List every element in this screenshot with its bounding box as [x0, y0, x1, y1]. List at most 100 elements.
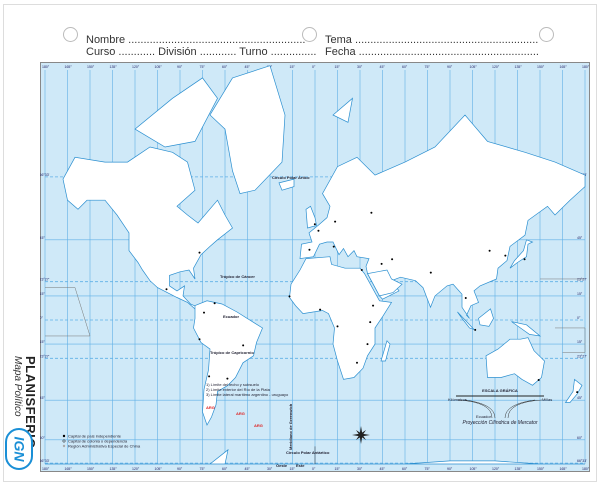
- course-field[interactable]: Curso ............ División ............…: [86, 46, 316, 59]
- lon-label-top: 165°: [560, 65, 568, 69]
- capital-marker: [369, 321, 372, 324]
- new-guinea-landmass: [511, 321, 542, 337]
- north-america-landmass: [62, 146, 233, 310]
- lon-label-bottom: 75°: [425, 467, 431, 471]
- capital-marker: [488, 249, 491, 252]
- lat-label: 23°27': [40, 278, 50, 282]
- europe-asia-landmass: [299, 114, 586, 319]
- lat-label: 60°: [40, 436, 45, 440]
- lon-label-bottom: 15°: [335, 467, 341, 471]
- capital-marker: [464, 297, 467, 300]
- lat-label: 0°: [577, 316, 581, 320]
- lon-label-top: 60°: [402, 65, 408, 69]
- capital-marker: [537, 378, 540, 381]
- projection-label: Proyección Cilíndrica de Mercator: [462, 420, 537, 426]
- tropic-capricorn-label: Trópico de Capricornio: [210, 350, 254, 355]
- lon-label-bottom: 150°: [87, 467, 95, 471]
- capital-marker: [332, 245, 335, 248]
- lat-label: 15°: [577, 292, 583, 296]
- capital-marker: [334, 220, 337, 223]
- capital-marker: [356, 361, 358, 364]
- lon-label-bottom: 165°: [560, 467, 568, 471]
- capital-marker: [198, 338, 201, 341]
- capital-marker: [319, 308, 322, 311]
- lat-label: 66°33': [40, 173, 50, 177]
- lon-label-top: 150°: [537, 65, 545, 69]
- lon-label-bottom: 75°: [200, 467, 206, 471]
- australia-landmass: [485, 337, 545, 386]
- lon-label-top: 135°: [110, 65, 118, 69]
- date-field[interactable]: Fecha ..................................…: [325, 46, 539, 58]
- scale-km: Kilómetros: [448, 397, 467, 402]
- lon-label-top: 150°: [87, 65, 95, 69]
- lon-label-top: 45°: [380, 65, 386, 69]
- legend-item: Capital de país independiente: [68, 434, 122, 439]
- arg-label: ARG: [206, 405, 215, 410]
- lat-label: 45°: [577, 236, 583, 240]
- equator-label: Ecuador: [223, 314, 239, 319]
- capital-marker: [208, 375, 211, 378]
- continents: [45, 65, 586, 465]
- division-field[interactable]: División ............: [158, 46, 237, 58]
- lon-label-bottom: 45°: [245, 467, 251, 471]
- greenwich-label: Meridiano de Greenwich: [288, 403, 293, 450]
- scale-miles: Millas: [542, 397, 552, 402]
- shift-field[interactable]: Turno ...............: [239, 46, 317, 58]
- lon-label-top: 105°: [470, 65, 478, 69]
- iceland-landmass: [278, 178, 295, 191]
- arg-label: ARG: [236, 411, 245, 416]
- name-field[interactable]: Nombre .................................…: [86, 34, 306, 46]
- binder-hole: [539, 27, 554, 42]
- capital-marker: [372, 304, 375, 307]
- west-label: Oeste: [276, 463, 288, 468]
- capital-marker: [504, 254, 507, 257]
- lon-label-bottom: 135°: [515, 467, 523, 471]
- antarctic-circle-label: Círculo Polar Antártico: [286, 450, 330, 455]
- course-label: Curso ............: [86, 46, 156, 58]
- svalbard-landmass: [332, 97, 354, 123]
- lon-label-top: 0°: [312, 65, 316, 69]
- lat-label: 15°: [577, 340, 583, 344]
- note-3: 3) Límite lateral marítimo argentino - u…: [206, 392, 289, 397]
- lon-label-top: 90°: [177, 65, 183, 69]
- madagascar-landmass: [380, 340, 391, 362]
- world-map: 180° 180° 165° 165° 150° 150° 135° 135° 120° 120°…: [40, 62, 590, 472]
- note-2: 2) Límite exterior del Río de la Plata: [206, 387, 271, 392]
- lon-label-top: 30°: [357, 65, 363, 69]
- lon-label-bottom: 135°: [110, 467, 118, 471]
- capital-marker: [360, 269, 363, 272]
- graphic-scale: ESCALA GRÁFICA Kilómetros Millas Ecuador…: [448, 388, 552, 426]
- lon-label-bottom: 180°: [42, 467, 50, 471]
- east-label: Este: [296, 463, 305, 468]
- topic-field[interactable]: Tema ...................................…: [325, 34, 539, 46]
- lon-label-top: 105°: [155, 65, 163, 69]
- lon-label-bottom: 150°: [537, 467, 545, 471]
- arabia-landmass: [366, 269, 403, 297]
- lat-label: 15°: [40, 292, 45, 296]
- lon-label-bottom: 0°: [312, 467, 316, 471]
- lon-label-bottom: 30°: [357, 467, 363, 471]
- greenland-landmass: [209, 65, 286, 195]
- lon-label-top: 120°: [492, 65, 500, 69]
- lon-label-bottom: 105°: [155, 467, 163, 471]
- sumatra-landmass: [457, 311, 475, 330]
- lon-label-bottom: 15°: [290, 467, 296, 471]
- lat-label: 15°: [40, 340, 45, 344]
- legend: Capital de país independiente Capital de…: [62, 434, 141, 449]
- pacific-boundary: [45, 287, 91, 337]
- lat-label: 45°: [40, 396, 45, 400]
- lat-label: 66°33': [40, 459, 50, 463]
- capital-marker: [317, 229, 320, 232]
- lat-label: 23°27': [577, 278, 587, 282]
- capital-marker: [226, 377, 229, 380]
- lat-label: 0°: [40, 316, 43, 320]
- map-labels: Círculo Polar Ártico Trópico de Cáncer E…: [62, 175, 552, 468]
- capital-marker: [370, 211, 373, 214]
- capital-marker: [336, 325, 339, 328]
- lat-label: 45°: [577, 396, 583, 400]
- capital-marker: [523, 258, 526, 261]
- lon-label-top: 60°: [222, 65, 228, 69]
- capital-marker: [380, 262, 383, 265]
- lat-label: 66°33': [577, 459, 587, 463]
- capital-marker: [165, 288, 168, 291]
